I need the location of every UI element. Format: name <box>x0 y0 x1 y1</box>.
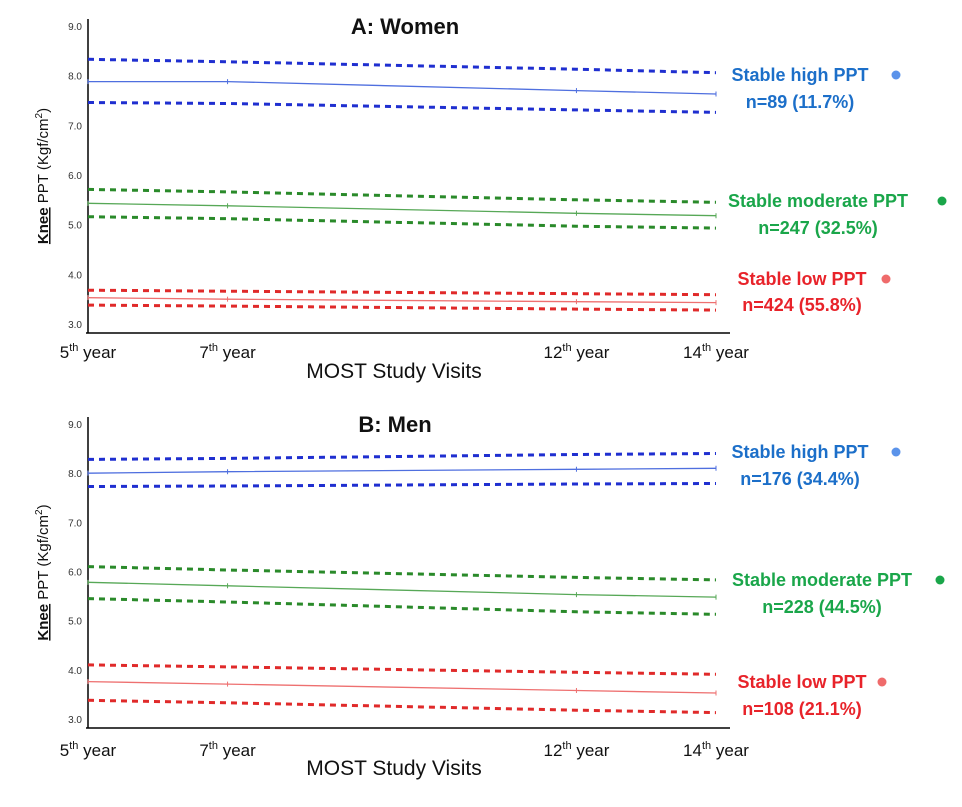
x-tick-label: 12th year <box>543 342 609 362</box>
series-count-label: n=108 (21.1%) <box>742 699 862 719</box>
series-lower-ci-line <box>87 482 717 488</box>
x-tick-number: 7 <box>199 741 208 760</box>
x-tick-number: 7 <box>199 343 208 362</box>
x-tick-suffix: year <box>78 741 116 760</box>
series-name-label: Stable low PPT <box>737 269 866 289</box>
x-tick-ordinal: th <box>209 342 218 354</box>
x-tick-ordinal: th <box>702 342 711 354</box>
series-upper-ci-line <box>87 187 717 204</box>
x-tick-ordinal: th <box>209 740 218 752</box>
y-tick-label: 5.0 <box>68 617 82 628</box>
y-tick-label: 6.0 <box>68 171 82 182</box>
x-tick-suffix: year <box>711 741 749 760</box>
y-tick-label: 9.0 <box>68 420 82 431</box>
series-marker-dot <box>891 447 901 457</box>
x-tick-number: 14 <box>683 343 702 362</box>
series-marker-dot <box>877 677 887 687</box>
series-count-label: n=228 (44.5%) <box>762 597 882 617</box>
series-marker-dot <box>881 274 891 284</box>
series-upper-ci-line <box>87 288 717 297</box>
x-tick-suffix: year <box>711 343 749 362</box>
series-name-label: Stable low PPT <box>737 672 866 692</box>
y-axis-label-close: ) <box>35 504 52 509</box>
y-axis-label-close: ) <box>35 108 52 113</box>
series-mean-line <box>87 297 717 304</box>
x-tick-suffix: year <box>78 343 116 362</box>
series-upper-ci-line <box>87 565 717 582</box>
series-count-label: n=89 (11.7%) <box>746 92 855 112</box>
x-tick-number: 14 <box>683 741 702 760</box>
y-axis-label-bold: Knee <box>35 604 52 641</box>
series-name-label: Stable moderate PPT <box>732 570 912 590</box>
x-tick-label: 14th year <box>683 342 749 362</box>
y-tick-label: 8.0 <box>68 469 82 480</box>
y-tick-label: 3.0 <box>68 715 82 726</box>
y-tick-label: 9.0 <box>68 22 82 33</box>
x-tick-label: 7th year <box>199 740 256 760</box>
y-tick-label: 8.0 <box>68 72 82 83</box>
chart-title: B: Men <box>358 412 431 437</box>
y-tick-label: 4.0 <box>68 270 82 281</box>
y-axis-label: Knee PPT (Kgf/cm2) <box>34 108 52 244</box>
y-tick-label: 7.0 <box>68 518 82 529</box>
x-tick-ordinal: th <box>562 740 571 752</box>
x-tick-label: 12th year <box>543 740 609 760</box>
x-tick-number: 5 <box>60 741 69 760</box>
y-axis-label-superscript: 2 <box>34 509 45 515</box>
y-axis-label-unit: PPT (Kgf/cm <box>35 118 52 207</box>
x-tick-label: 7th year <box>199 342 256 362</box>
series-mean-line <box>87 467 717 474</box>
series-upper-ci-line <box>87 452 717 461</box>
series-marker-dot <box>935 575 945 585</box>
chart-title: A: Women <box>351 14 459 39</box>
x-tick-number: 5 <box>60 343 69 362</box>
x-tick-label: 5th year <box>60 740 117 760</box>
series-count-label: n=176 (34.4%) <box>740 469 860 489</box>
y-tick-label: 7.0 <box>68 121 82 132</box>
series-lower-ci-line <box>87 101 717 114</box>
x-tick-label: 5th year <box>60 342 117 362</box>
y-axis-label-bold: Knee <box>35 207 52 244</box>
x-tick-suffix: year <box>218 741 256 760</box>
x-axis-label: MOST Study Visits <box>306 757 481 780</box>
y-axis-label: Knee PPT (Kgf/cm2) <box>34 504 52 640</box>
series-name-label: Stable high PPT <box>731 442 868 462</box>
series-mean-line <box>88 80 717 95</box>
y-axis-label-unit: PPT (Kgf/cm <box>35 515 52 604</box>
y-tick-label: 6.0 <box>68 568 82 579</box>
x-tick-number: 12 <box>543 741 562 760</box>
series-name-label: Stable high PPT <box>731 65 868 85</box>
y-axis-label-superscript: 2 <box>34 112 45 118</box>
x-tick-label: 14th year <box>683 740 749 760</box>
series-marker-dot <box>937 196 947 206</box>
x-tick-ordinal: th <box>69 740 78 752</box>
y-tick-label: 5.0 <box>68 221 82 232</box>
x-tick-suffix: year <box>572 343 610 362</box>
x-tick-ordinal: th <box>702 740 711 752</box>
series-count-label: n=247 (32.5%) <box>758 218 878 238</box>
series-lower-ci-line <box>87 215 717 230</box>
series-upper-ci-line <box>87 663 717 676</box>
series-lower-ci-line <box>87 597 717 616</box>
series-mean-line <box>87 581 717 598</box>
series-lower-ci-line <box>87 698 717 715</box>
x-tick-ordinal: th <box>562 342 571 354</box>
x-tick-ordinal: th <box>69 342 78 354</box>
series-mean-line <box>87 680 717 694</box>
x-tick-suffix: year <box>218 343 256 362</box>
series-count-label: n=424 (55.8%) <box>742 295 862 315</box>
series-upper-ci-line <box>87 57 717 75</box>
y-tick-label: 4.0 <box>68 666 82 677</box>
x-tick-suffix: year <box>572 741 610 760</box>
y-tick-label: 3.0 <box>68 320 82 331</box>
series-lower-ci-line <box>87 303 717 312</box>
series-marker-dot <box>891 70 901 80</box>
series-mean-line <box>87 202 717 217</box>
x-axis-label: MOST Study Visits <box>306 360 481 383</box>
series-name-label: Stable moderate PPT <box>728 191 908 211</box>
x-tick-number: 12 <box>543 343 562 362</box>
